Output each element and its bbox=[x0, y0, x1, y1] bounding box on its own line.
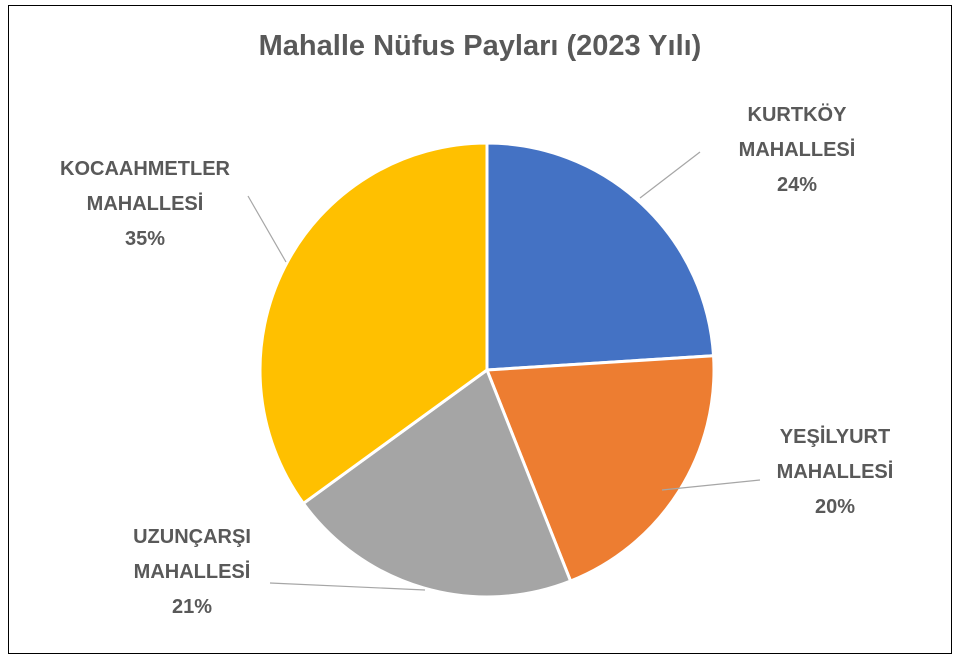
slice-value-label: 21% bbox=[171, 596, 213, 618]
slice-label: UZUNÇARŞI MAHALLESİ bbox=[133, 526, 251, 583]
chart-title: Mahalle Nüfus Payları (2023 Yılı) bbox=[258, 30, 702, 62]
leader-line bbox=[661, 479, 761, 491]
leader-line bbox=[269, 582, 426, 591]
slice-value-label: 24% bbox=[776, 174, 818, 196]
pie-slice bbox=[485, 141, 716, 372]
slice-label: YEŞİLYURT MAHALLESİ bbox=[776, 426, 894, 483]
slice-label: KOCAAHMETLER MAHALLESİ bbox=[60, 158, 230, 215]
leader-line bbox=[639, 151, 701, 199]
pie-slice bbox=[258, 141, 489, 506]
chart-frame bbox=[8, 5, 952, 654]
pie-slice bbox=[484, 354, 716, 584]
slice-label: KURTKÖY MAHALLESİ bbox=[738, 104, 856, 161]
pie-slice bbox=[301, 367, 573, 599]
leader-line bbox=[247, 195, 287, 263]
slice-value-label: 20% bbox=[814, 496, 856, 518]
slice-value-label: 35% bbox=[124, 228, 166, 250]
